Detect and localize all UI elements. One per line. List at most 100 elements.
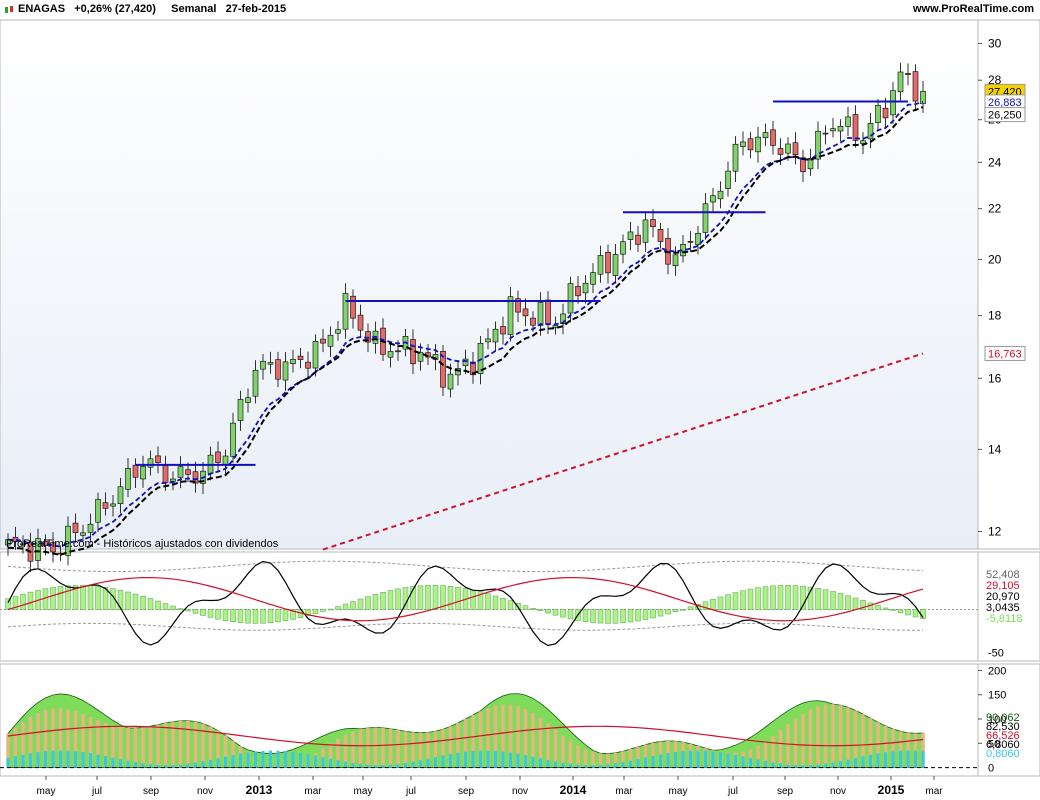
osc2-tick-label: 200 (988, 665, 1006, 677)
osc1-bar (5, 598, 11, 610)
candle-body (605, 252, 611, 274)
candle-body (620, 241, 626, 255)
osc1-bar (905, 609, 911, 616)
osc1-bar (680, 609, 686, 611)
osc1-bar (770, 585, 776, 610)
osc1-bar (372, 594, 379, 610)
x-tick-label: 2015 (878, 783, 905, 797)
candle-body (905, 73, 911, 75)
candle-body (117, 486, 124, 505)
candle-body (597, 255, 604, 275)
price-tick-label: 18 (988, 309, 1002, 323)
osc1-bar (335, 606, 341, 610)
x-tick-label: mar (615, 786, 633, 797)
candle-body (785, 143, 791, 154)
candle-body (635, 234, 641, 245)
osc1-bar (687, 606, 694, 610)
x-tick-label: sep (143, 786, 160, 797)
osc1-value-tag: 20,970 (986, 591, 1020, 603)
date: 27-feb-2015 (225, 3, 287, 15)
osc1-bar (110, 588, 116, 610)
osc1-bar (132, 593, 139, 610)
osc1-bar (80, 585, 86, 610)
x-tick-label: jul (727, 786, 738, 797)
osc1-bar (590, 609, 596, 623)
osc1-bar (192, 609, 199, 614)
candle-body (155, 455, 161, 463)
osc1-bar (342, 603, 349, 610)
osc2-tick-label: 50 (988, 738, 1000, 750)
candle-body (672, 254, 679, 266)
candle-body (500, 326, 506, 335)
candle-body (147, 458, 154, 468)
candle-body (627, 231, 634, 240)
osc1-bar (755, 587, 761, 610)
price-value-tag (984, 345, 1026, 361)
candle-body (192, 471, 199, 484)
candle-body (387, 351, 394, 358)
osc1-lower-band (7, 622, 924, 631)
candle-body (417, 352, 424, 362)
candle-body (537, 302, 544, 326)
candle-body (725, 170, 731, 189)
candles-logo-icon (5, 6, 13, 13)
candle-body (110, 503, 116, 507)
osc1-bar (320, 609, 326, 612)
candle-body (912, 71, 919, 102)
wma30-line (7, 106, 924, 557)
candle-body (740, 141, 746, 147)
osc1-bar (87, 585, 94, 610)
osc1-bar (260, 609, 266, 624)
osc1-bar (702, 601, 709, 610)
price-tick-label: 28 (988, 73, 1002, 87)
osc1-upper-band (7, 560, 924, 573)
candle-body (267, 362, 274, 365)
osc1-bar (290, 609, 296, 620)
site-url[interactable]: www.ProRealTime.com (912, 3, 1034, 15)
osc2-value-tag: 66,526 (986, 730, 1020, 742)
candle-body (800, 157, 806, 172)
osc1-bar (20, 593, 26, 610)
osc1-bar (245, 609, 251, 624)
osc1-bar (732, 592, 739, 610)
osc1-bar (912, 609, 919, 618)
osc1-value-tag: 52,408 (986, 569, 1020, 581)
candle-body (462, 358, 469, 367)
osc1-bar (657, 609, 664, 617)
candle-body (395, 350, 401, 353)
candle-body (747, 138, 754, 151)
candle-body (807, 158, 814, 170)
candle-body (290, 358, 296, 364)
candle-body (612, 254, 619, 276)
sma200-line (322, 352, 924, 551)
osc1-bar (740, 590, 746, 610)
osc1-bar (395, 588, 401, 610)
candle-body (252, 369, 259, 397)
panel-2-axis-frame (977, 551, 1040, 662)
osc1-bar (815, 588, 821, 610)
osc2-value-tag: 90,062 (986, 712, 1020, 724)
osc1-bar (785, 585, 791, 610)
x-tick-label: may (669, 786, 688, 797)
osc1-bar (222, 609, 229, 621)
osc2-tick-label: 100 (988, 714, 1006, 726)
osc1-bar (792, 585, 799, 610)
candle-body (897, 71, 904, 93)
osc1-bar (470, 589, 476, 610)
osc1-bar (425, 585, 431, 610)
candle-body (185, 469, 191, 475)
osc1-bar (605, 609, 611, 624)
osc1-bar (822, 589, 829, 610)
osc1-bar (50, 587, 56, 610)
osc1-bar (545, 609, 551, 614)
x-tick-label: jul (405, 786, 416, 797)
osc1-bar (125, 591, 131, 610)
osc1-bar (477, 591, 484, 610)
candle-body (80, 532, 86, 536)
price-tick-label: 30 (988, 36, 1002, 50)
osc1-bar (207, 609, 214, 618)
osc1-bar (747, 588, 754, 610)
candle-body (522, 308, 529, 317)
